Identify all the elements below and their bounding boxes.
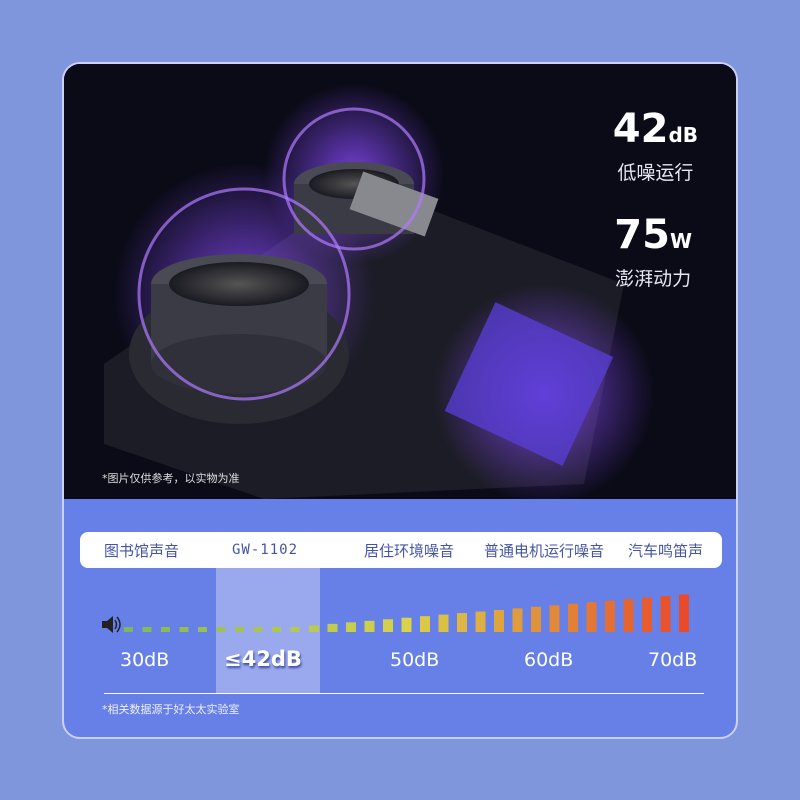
meter-bar [179, 627, 189, 632]
power-unit: W [669, 229, 692, 253]
label-model: GW-1102 [232, 542, 299, 558]
meter-bar [494, 609, 504, 632]
meter-bar [457, 613, 467, 632]
noise-value: 42 [612, 106, 669, 152]
power-label: 澎湃动力 [615, 268, 692, 290]
label-library: 图书馆声音 [104, 541, 180, 560]
meter-bar [309, 625, 319, 632]
db-30: 30dB [120, 649, 170, 671]
label-residential: 居住环境噪音 [364, 541, 455, 560]
meter-bar [124, 627, 133, 632]
noise-unit: dB [668, 123, 698, 147]
meter-bar [142, 627, 152, 632]
meter-bar [364, 620, 375, 632]
db-50: 50dB [390, 649, 440, 671]
meter-bar [586, 602, 597, 632]
meter-bar [475, 611, 486, 632]
meter-bar [401, 617, 412, 632]
meter-bar [327, 623, 338, 632]
meter-bar [290, 627, 300, 632]
motor-image: 42dB 低噪运行 75W 澎湃动力 *图片仅供参考，以实物为准 [64, 64, 736, 499]
meter-bar [235, 627, 244, 632]
meter-bar [679, 594, 689, 632]
meter-bar [568, 603, 578, 632]
speaker-icon [102, 616, 121, 633]
meter-bar [161, 627, 170, 632]
meter-bar [438, 614, 449, 632]
meter-bar [531, 606, 541, 632]
image-disclaimer: *图片仅供参考，以实物为准 [102, 472, 240, 485]
meter-bar [272, 627, 281, 632]
label-car-horn: 汽车鸣笛声 [628, 541, 704, 560]
meter-bar [512, 608, 523, 632]
model-highlight-column [216, 568, 320, 694]
meter-bar [383, 619, 393, 632]
noise-spec: 42dB 低噪运行 [613, 108, 698, 185]
data-source-note: *相关数据源于好太太实验室 [102, 703, 240, 716]
label-motor: 普通电机运行噪音 [484, 541, 605, 560]
db-model: ≤42dB [224, 647, 302, 671]
divider [104, 693, 704, 694]
meter-bar [346, 622, 356, 632]
power-spec: 75W 澎湃动力 [614, 214, 692, 291]
meter-bar [549, 605, 560, 632]
meter-bar [253, 627, 263, 632]
meter-bar [216, 627, 226, 632]
noise-label: 低噪运行 [617, 162, 694, 184]
db-70: 70dB [648, 649, 698, 671]
meter-bar [642, 597, 652, 632]
meter-bar [420, 616, 430, 632]
db-60: 60dB [524, 649, 574, 671]
noise-meter [102, 594, 689, 633]
meter-bar [660, 596, 671, 632]
noise-source-bar: 图书馆声音 GW-1102 居住环境噪音 普通电机运行噪音 汽车鸣笛声 [80, 532, 722, 568]
meter-bar [605, 600, 615, 632]
meter-bar [623, 599, 634, 632]
power-value: 75 [614, 212, 670, 258]
product-card: 42dB 低噪运行 75W 澎湃动力 *图片仅供参考，以实物为准 图书馆声音 G… [62, 62, 738, 739]
motor-illustration [64, 64, 736, 499]
meter-bar [198, 627, 207, 632]
